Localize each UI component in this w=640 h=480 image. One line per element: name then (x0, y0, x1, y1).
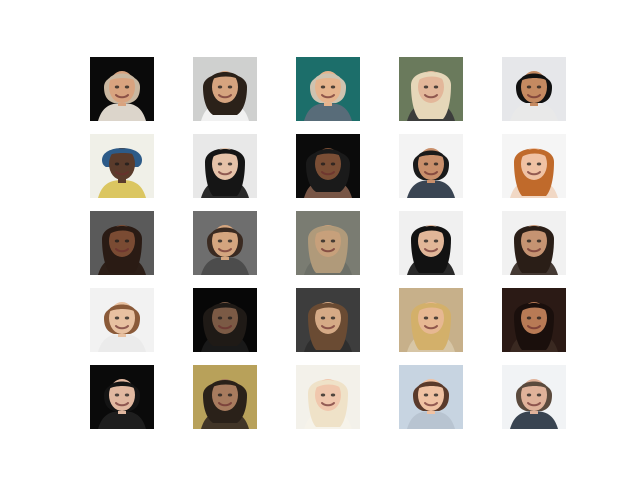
face-sample-image (90, 365, 154, 429)
face-tile-r2-c2 (193, 134, 257, 198)
face-tile-r4-c2 (193, 288, 257, 352)
face-tile-r2-c4 (399, 134, 463, 198)
face-sample-image (399, 288, 463, 352)
face-sample-image (90, 57, 154, 121)
face-sample-image (193, 57, 257, 121)
face-sample-image (399, 57, 463, 121)
face-tile-r5-c1 (90, 365, 154, 429)
face-tile-r4-c5 (502, 288, 566, 352)
face-tile-r3-c1 (90, 211, 154, 275)
face-tile-r2-c1 (90, 134, 154, 198)
face-sample-image (502, 134, 566, 198)
image-grid (90, 57, 566, 429)
face-tile-r4-c4 (399, 288, 463, 352)
face-sample-image (399, 134, 463, 198)
face-sample-image (502, 288, 566, 352)
face-tile-r1-c1 (90, 57, 154, 121)
face-tile-r1-c4 (399, 57, 463, 121)
face-sample-image (296, 134, 360, 198)
face-sample-image (193, 288, 257, 352)
face-sample-image (90, 211, 154, 275)
face-tile-r4-c3 (296, 288, 360, 352)
face-sample-image (296, 288, 360, 352)
face-sample-image (90, 134, 154, 198)
face-sample-image (502, 365, 566, 429)
face-tile-r5-c4 (399, 365, 463, 429)
face-tile-r1-c3 (296, 57, 360, 121)
face-sample-image (399, 211, 463, 275)
face-sample-image (296, 365, 360, 429)
face-sample-image (502, 57, 566, 121)
face-tile-r5-c3 (296, 365, 360, 429)
face-sample-image (399, 365, 463, 429)
face-tile-r1-c5 (502, 57, 566, 121)
face-tile-r3-c2 (193, 211, 257, 275)
face-sample-image (193, 211, 257, 275)
face-tile-r3-c4 (399, 211, 463, 275)
face-sample-image (90, 288, 154, 352)
face-tile-r5-c5 (502, 365, 566, 429)
face-sample-image (193, 365, 257, 429)
face-tile-r4-c1 (90, 288, 154, 352)
face-tile-r2-c3 (296, 134, 360, 198)
face-tile-r3-c5 (502, 211, 566, 275)
face-tile-r1-c2 (193, 57, 257, 121)
face-tile-r2-c5 (502, 134, 566, 198)
face-sample-image (502, 211, 566, 275)
face-sample-image (296, 211, 360, 275)
face-tile-r3-c3 (296, 211, 360, 275)
face-tile-r5-c2 (193, 365, 257, 429)
face-sample-image (296, 57, 360, 121)
face-sample-image (193, 134, 257, 198)
